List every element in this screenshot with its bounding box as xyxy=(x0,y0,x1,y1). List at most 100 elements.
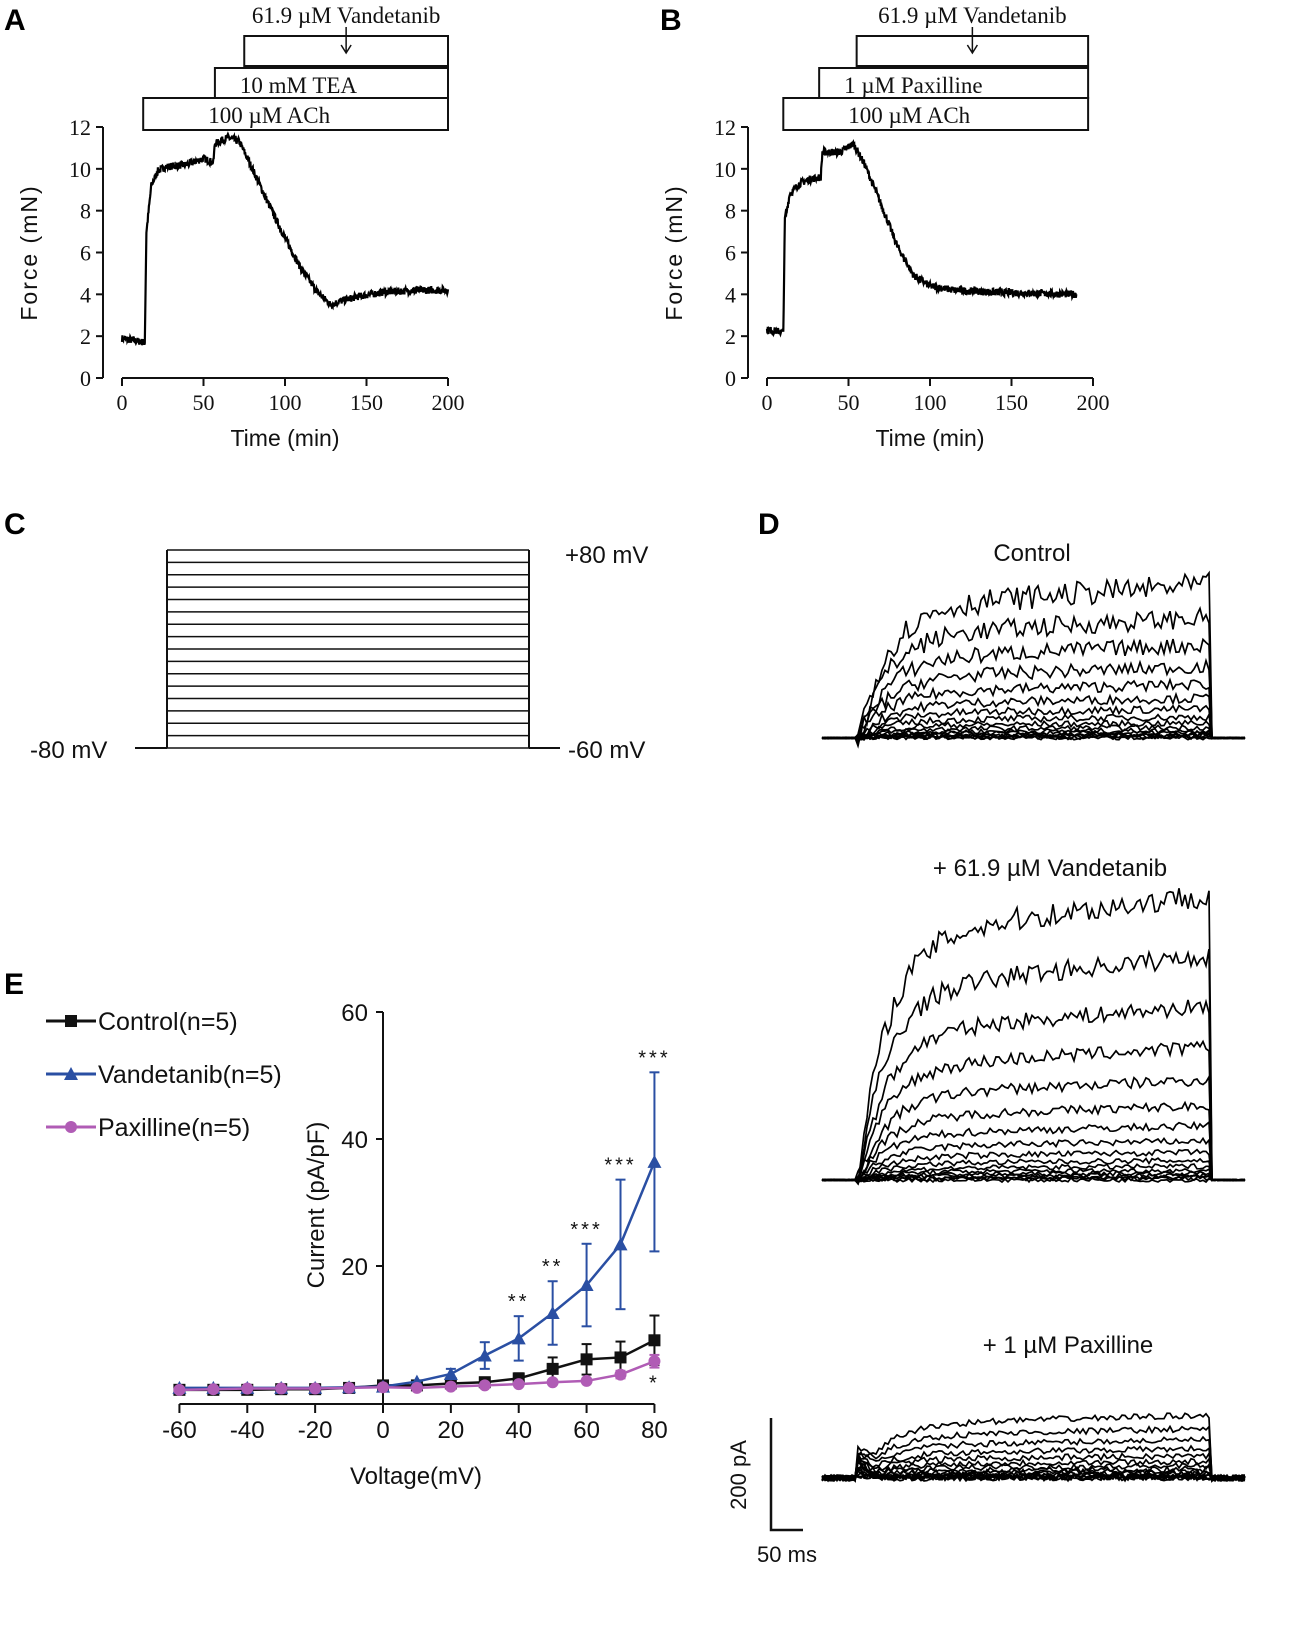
current-sweep xyxy=(821,1412,1246,1483)
triangle-marker xyxy=(443,1366,458,1380)
treatment-bar xyxy=(818,67,1090,99)
significance-marker: ** xyxy=(542,1256,564,1278)
y-axis-label: Force (mN) xyxy=(16,184,42,320)
triangle-marker xyxy=(647,1154,662,1168)
current-sweep xyxy=(821,1039,1246,1182)
circle-marker xyxy=(512,1378,525,1391)
circle-marker xyxy=(546,1376,559,1389)
legend-label: Paxilline(n=5) xyxy=(98,1114,250,1142)
triangle-marker xyxy=(511,1331,526,1345)
circle-marker xyxy=(65,1121,77,1133)
trace-title: + 1 µM Paxilline xyxy=(983,1332,1154,1359)
current-sweep xyxy=(821,718,1246,740)
panel-letter-d: D xyxy=(758,508,780,541)
x-tick-label: 80 xyxy=(641,1417,668,1444)
circle-marker xyxy=(478,1379,491,1392)
y-tick-label: 40 xyxy=(341,1127,368,1154)
x-tick-label: 50 xyxy=(838,390,860,415)
current-sweep xyxy=(821,1455,1246,1482)
vandetanib-label: 61.9 µM Vandetanib xyxy=(878,3,1067,28)
circle-marker xyxy=(173,1383,186,1396)
x-axis-label: Time (min) xyxy=(230,425,339,451)
vandetanib-label: 61.9 µM Vandetanib xyxy=(252,3,441,28)
significance-marker: *** xyxy=(638,1047,670,1069)
x-tick-label: 150 xyxy=(350,390,383,415)
current-sweep xyxy=(821,1170,1246,1182)
y-tick-label: 6 xyxy=(725,241,736,266)
force-trace-line xyxy=(765,138,1078,338)
y-tick-label: 0 xyxy=(725,366,736,391)
y-tick-label: 4 xyxy=(80,282,91,307)
current-sweep xyxy=(821,1100,1246,1186)
panel-e-iv-curve: 20 40 60 -60 -40 -20 0 20 40 60 80 Voltage(mV) Curre… xyxy=(46,1000,670,1490)
current-sweep xyxy=(821,704,1246,740)
treatment-label: 10 mM TEA xyxy=(240,73,358,98)
y-tick-label: 4 xyxy=(725,282,736,307)
triangle-marker xyxy=(64,1067,78,1080)
scale-bar-current-label: 200 pA xyxy=(726,1440,751,1510)
triangle-marker xyxy=(545,1305,560,1319)
square-marker xyxy=(546,1362,559,1375)
circle-marker xyxy=(648,1355,661,1368)
panel-a-force-trace: 0 2 4 6 8 10 12 0 50 100 150 200 Time (min) Force (mN… xyxy=(16,3,465,451)
treatment-bar xyxy=(213,67,449,99)
current-sweep xyxy=(821,1136,1246,1184)
current-sweep xyxy=(821,888,1246,1186)
circle-marker xyxy=(309,1382,322,1395)
circle-marker xyxy=(614,1368,627,1381)
y-tick-label: 2 xyxy=(80,324,91,349)
y-tick-label: 2 xyxy=(725,324,736,349)
x-tick-label: 100 xyxy=(269,390,302,415)
x-tick-label: 0 xyxy=(376,1417,389,1444)
current-sweep xyxy=(821,1435,1246,1483)
y-tick-label: 12 xyxy=(69,115,91,140)
x-axis-label: Voltage(mV) xyxy=(350,1463,482,1490)
x-tick-label: -60 xyxy=(162,1417,197,1444)
x-tick-label: 0 xyxy=(117,390,128,415)
y-tick-label: 20 xyxy=(341,1254,368,1281)
x-axis-label: Time (min) xyxy=(875,425,984,451)
current-sweep xyxy=(821,606,1245,749)
scale-bar xyxy=(769,1418,803,1532)
current-sweep xyxy=(821,1424,1246,1483)
circle-marker xyxy=(377,1381,389,1394)
y-tick-label: 60 xyxy=(341,1000,368,1027)
y-axis-label: Force (mN) xyxy=(661,184,687,320)
scale-bar-time-label: 50 ms xyxy=(757,1542,817,1567)
current-sweep xyxy=(821,1120,1246,1185)
trace-title: + 61.9 µM Vandetanib xyxy=(933,855,1167,882)
square-marker xyxy=(648,1334,661,1347)
label-minus60: -60 mV xyxy=(568,737,645,764)
y-tick-label: 0 xyxy=(80,366,91,391)
panel-b-force-trace: 0 2 4 6 8 10 12 0 50 100 150 200 Time (min) Force (mN… xyxy=(661,3,1110,451)
current-sweep xyxy=(821,998,1246,1186)
triangle-marker xyxy=(613,1237,628,1251)
square-marker xyxy=(65,1015,77,1027)
y-axis-label: Current (pA/pF) xyxy=(303,1122,330,1289)
panel-letter-e: E xyxy=(4,968,24,1001)
treatment-label: 1 µM Paxilline xyxy=(844,73,982,98)
triangle-marker xyxy=(579,1278,594,1292)
x-tick-label: 150 xyxy=(995,390,1028,415)
arrow-down-icon xyxy=(340,27,352,55)
y-tick-label: 8 xyxy=(725,199,736,224)
x-tick-label: 20 xyxy=(438,1417,465,1444)
current-sweep xyxy=(821,724,1246,742)
square-marker xyxy=(580,1353,593,1366)
legend-label: Vandetanib(n=5) xyxy=(98,1061,282,1089)
circle-marker xyxy=(444,1380,457,1393)
current-sweep xyxy=(821,570,1246,740)
arrow-down-icon xyxy=(966,27,979,55)
significance-marker: ** xyxy=(508,1291,530,1313)
panel-letter-a: A xyxy=(4,4,26,37)
current-sweep xyxy=(821,949,1246,1182)
panel-d-current-traces: Control + 61.9 µM Vandetanib + 1 µM Paxill… xyxy=(726,540,1246,1567)
current-sweep xyxy=(821,1148,1246,1182)
y-tick-label: 10 xyxy=(714,157,736,182)
circle-marker xyxy=(410,1381,423,1394)
current-sweep xyxy=(821,1444,1245,1483)
x-tick-label: 200 xyxy=(432,390,465,415)
circle-marker xyxy=(343,1381,356,1394)
current-sweep xyxy=(821,677,1246,742)
